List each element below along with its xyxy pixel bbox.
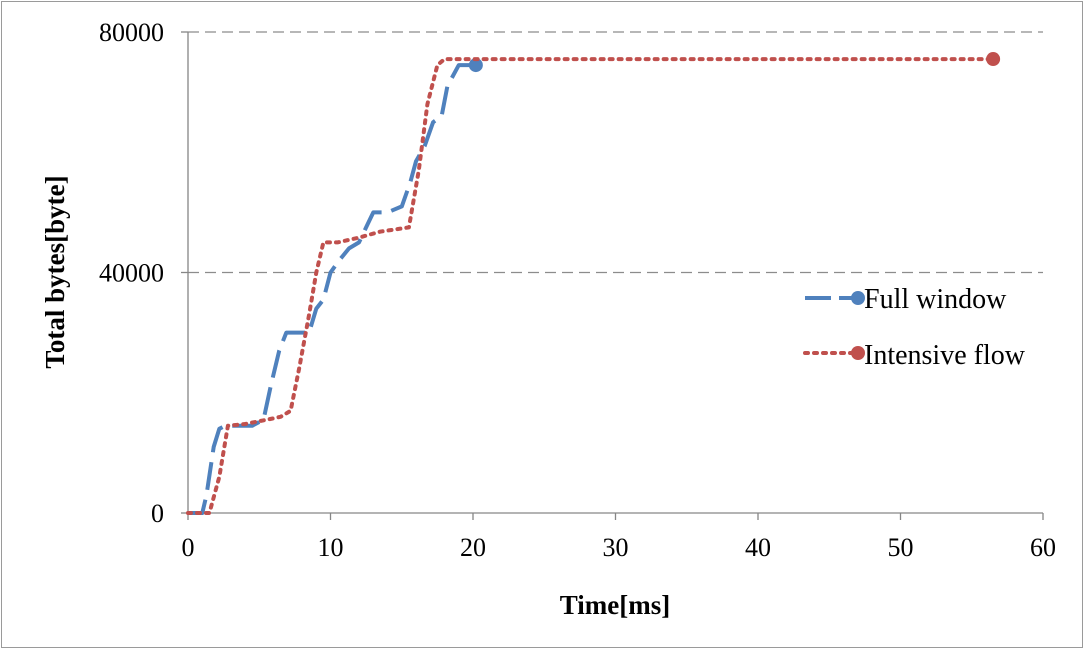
legend-marker-full-window: [851, 291, 865, 305]
x-tick-label: 30: [603, 533, 629, 562]
series-line-intensive-flow: [186, 57, 996, 515]
legend-label-intensive-flow: Intensive flow: [864, 340, 1026, 371]
series-line-full-window: [188, 63, 476, 515]
y-tick-label: 40000: [99, 259, 164, 288]
tick-labels: 0 10 20 30 40 50 60 0 40000 80000: [99, 18, 1056, 562]
y-axis-title: Total bytes[byte]: [40, 175, 70, 368]
x-tick-label: 40: [745, 533, 771, 562]
gridlines: [188, 31, 1043, 274]
x-tick-label: 60: [1030, 533, 1056, 562]
x-tick-label: 0: [182, 533, 195, 562]
legend-marker-intensive-flow: [851, 346, 865, 360]
x-axis-title: Time[ms]: [560, 590, 670, 620]
x-tick-label: 10: [318, 533, 344, 562]
x-tick-label: 50: [888, 533, 914, 562]
y-tick-label: 80000: [99, 18, 164, 47]
legend-label-full-window: Full window: [864, 284, 1007, 315]
axes: [181, 31, 1044, 520]
y-tick-label: 0: [151, 499, 164, 528]
x-tick-label: 20: [460, 533, 486, 562]
series-lines: [186, 52, 1001, 515]
series-end-marker-full-window: [468, 58, 483, 73]
series-end-marker-intensive-flow: [986, 52, 1001, 67]
legend: Full window Intensive flow: [803, 284, 1026, 371]
